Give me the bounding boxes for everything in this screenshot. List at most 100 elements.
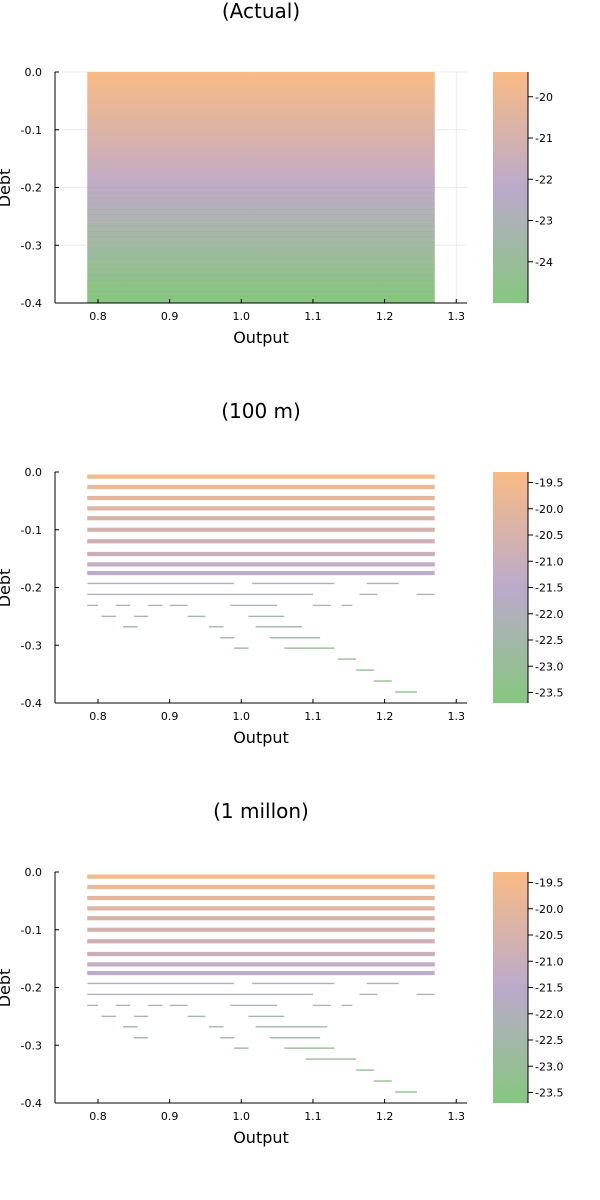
data-segment (133, 1037, 149, 1039)
data-segment (133, 1015, 149, 1018)
data-segment (87, 939, 435, 944)
data-segment (252, 982, 335, 985)
y-tick-label: -0.4 (21, 697, 42, 710)
y-tick-label: 0.0 (25, 66, 43, 79)
data-segment (255, 626, 303, 628)
data-segment (359, 593, 378, 596)
colorbar-tick-label: -22.0 (535, 608, 563, 621)
chart-panel-2: (100 m) 0.8 0.9 1.0 1.1 1.2 1.3 0.0 -0.1 -0.2 -0.3… (0, 399, 563, 747)
x-tick-label: 0.8 (89, 1110, 107, 1123)
data-segment (395, 691, 417, 693)
y-tick-label: -0.1 (21, 124, 42, 137)
data-segment (355, 1069, 374, 1071)
data-segment (87, 604, 98, 607)
y-tick-label: -0.4 (21, 1097, 42, 1110)
x-axis-label: Output (233, 328, 289, 347)
data-segment (87, 895, 435, 901)
colorbar-tick-label: -20.0 (535, 503, 563, 516)
data-segment (359, 993, 378, 996)
data-segment (312, 604, 331, 607)
y-tick-label: -0.3 (21, 239, 42, 252)
data-segment (209, 1026, 224, 1028)
data-segment (87, 1004, 98, 1007)
data-segment (123, 626, 138, 628)
x-tick-label: 1.1 (304, 710, 322, 723)
data-segment (115, 604, 131, 607)
colorbar-tick-label: -20.5 (535, 529, 563, 542)
data-segment (87, 551, 435, 557)
x-tick-label: 1.2 (376, 710, 394, 723)
colorbar-tick-label: -20.0 (535, 903, 563, 916)
x-tick-label: 1.3 (448, 1110, 466, 1123)
data-segment (87, 570, 435, 576)
data-segment (395, 1091, 417, 1093)
data-segment (87, 884, 435, 890)
y-tick-label: -0.1 (21, 524, 42, 537)
data-segment (148, 604, 163, 607)
data-segment (87, 527, 435, 532)
y-tick-label: -0.2 (21, 582, 42, 595)
data-segment (312, 1004, 331, 1007)
colorbar-tick-label: -21.5 (535, 582, 563, 595)
data-segment (252, 582, 335, 585)
data-segment (230, 1004, 278, 1007)
x-tick-label: 0.9 (161, 710, 179, 723)
data-segment (87, 982, 235, 985)
colorbar-tick-label: -19.5 (535, 477, 563, 490)
x-axis-label: Output (233, 728, 289, 747)
data-segment (373, 1080, 392, 1082)
data-segment (87, 951, 435, 957)
y-tick-label: -0.2 (21, 182, 42, 195)
data-segment (338, 658, 356, 660)
data-segment (248, 615, 285, 618)
data-segment (366, 982, 399, 985)
colorbar (493, 872, 528, 1103)
colorbar-tick-label: -24 (535, 256, 553, 269)
data-segment (169, 604, 188, 607)
colorbar-tick-label: -23 (535, 215, 553, 228)
colorbar-tick-label: -23.5 (535, 1087, 563, 1100)
y-axis-label: Debt (0, 569, 14, 608)
data-segment (234, 647, 249, 649)
data-segment (87, 874, 435, 879)
data-segment (416, 993, 435, 996)
data-segment (219, 637, 235, 639)
data-segment (248, 1015, 285, 1018)
y-tick-label: -0.3 (21, 639, 42, 652)
data-segment (87, 495, 435, 501)
data-segment (87, 927, 435, 932)
colorbar (493, 72, 528, 303)
x-tick-label: 1.1 (304, 1110, 322, 1123)
data-segment (87, 539, 435, 544)
data-segment (305, 1058, 356, 1060)
colorbar-tick-label: -22.5 (535, 634, 563, 647)
data-segment (269, 1037, 321, 1039)
data-segment (101, 1015, 116, 1018)
x-axis-label: Output (233, 1128, 289, 1147)
colorbar-tick-label: -21 (535, 132, 553, 145)
data-segment (269, 637, 321, 639)
y-axis-label: Debt (0, 969, 14, 1008)
y-tick-label: -0.3 (21, 1039, 42, 1052)
data-segment (87, 474, 435, 479)
data-segment (341, 604, 353, 607)
x-tick-label: 1.3 (448, 310, 466, 323)
data-segment (230, 604, 278, 607)
x-tick-label: 1.2 (376, 1110, 394, 1123)
data-segment (355, 669, 374, 671)
x-tick-label: 1.1 (304, 310, 322, 323)
colorbar-tick-label: -20.5 (535, 929, 563, 942)
x-tick-label: 0.8 (89, 310, 107, 323)
chart-panel-3: (1 millon) 0.8 0.9 1.0 1.1 1.2 1.3 0.0 -0.1 -0.2 -… (0, 799, 563, 1147)
data-segment (87, 906, 435, 911)
x-tick-label: 1.0 (233, 310, 251, 323)
colorbar-tick-label: -22 (535, 173, 553, 186)
data-segment (284, 1047, 335, 1049)
colorbar-tick-label: -19.5 (535, 877, 563, 890)
x-tick-label: 1.2 (376, 310, 394, 323)
data-segment (234, 1047, 249, 1049)
colorbar-tick-label: -23.5 (535, 687, 563, 700)
x-tick-label: 1.0 (233, 1110, 251, 1123)
data-segment (187, 1015, 206, 1018)
